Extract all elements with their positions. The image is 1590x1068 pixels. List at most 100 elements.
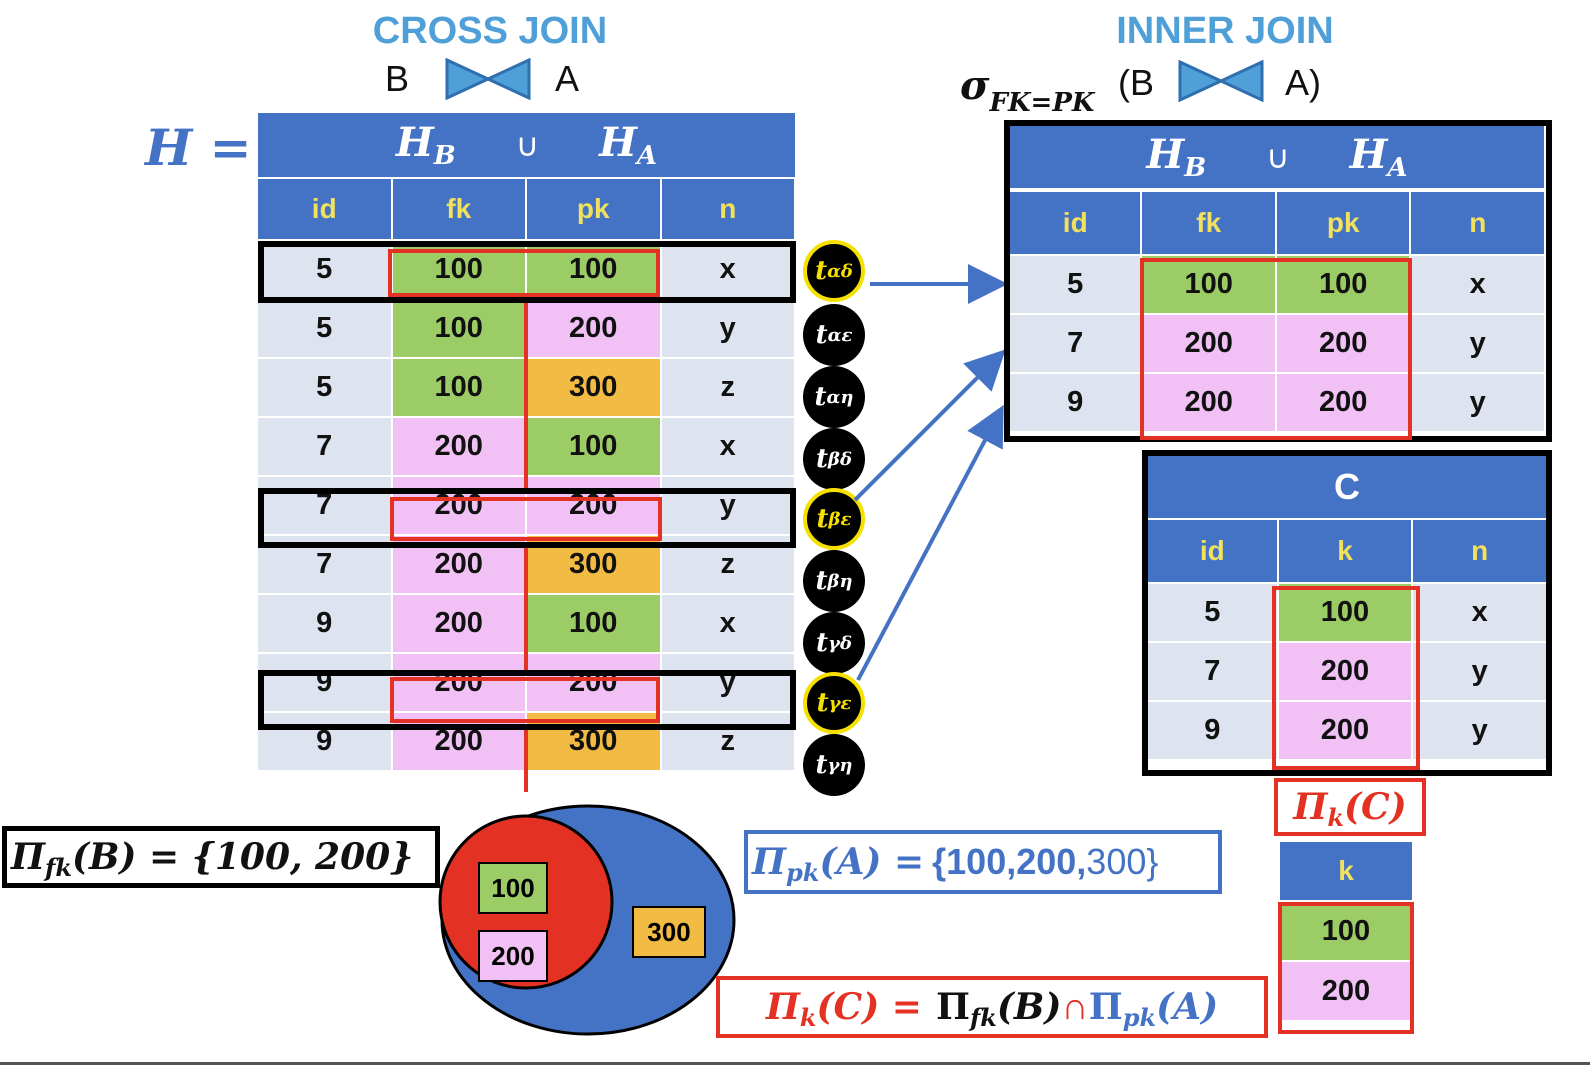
table-cell: 5 [1007, 254, 1143, 315]
table-cell: 7 [1146, 641, 1279, 702]
bowtie-join-icon [1178, 60, 1264, 102]
table-cell: 200 [1276, 641, 1414, 702]
tuple-label: t αε [803, 304, 865, 366]
table-cell: 100 [1140, 254, 1277, 315]
k-projection-table: k 100 200 [1278, 840, 1414, 1022]
bottom-divider [0, 1062, 1590, 1065]
table-cell: x [659, 416, 796, 477]
c-k-column-box [1272, 586, 1420, 770]
c-table: id k n 5 100 x 7 200 y 9 200 y [1146, 518, 1548, 761]
table-cell: x [1411, 582, 1548, 643]
table-row: 5 100 100 x [1007, 254, 1546, 315]
ha-label: HA [599, 119, 658, 171]
table-cell: 200 [390, 593, 527, 654]
tuple-label: t αη [803, 366, 865, 428]
table-cell: 200 [1140, 313, 1277, 374]
table-cell: y [1409, 372, 1546, 433]
table-cell: 200 [390, 652, 527, 713]
table-cell: 9 [256, 593, 393, 654]
fk-pk-divider [524, 548, 528, 670]
table-row: 9 200 100 x [256, 593, 796, 654]
column-header-row: id fk pk n [1007, 190, 1546, 256]
venn-value-chip: 300 [632, 906, 706, 958]
table-cell: 7 [1007, 313, 1143, 374]
fk-pk-equal-box [390, 497, 662, 541]
table-row: 100 [1278, 900, 1414, 962]
table-cell: 5 [1146, 582, 1279, 643]
table-cell: 200 [1274, 313, 1412, 374]
column-header: id [1146, 518, 1279, 584]
table-row: 9 200 200 y [256, 652, 796, 713]
tuple-label: t γδ [803, 612, 865, 674]
table-cell: 200 [525, 298, 662, 359]
table-cell: 100 [1276, 582, 1414, 643]
column-header: n [1409, 190, 1546, 256]
inner-join-expression: σFK=PK [960, 62, 1095, 118]
table-cell: 7 [256, 475, 393, 536]
bowtie-join-icon [445, 58, 531, 100]
table-cell: 100 [390, 357, 527, 418]
column-header-row: k [1278, 840, 1414, 902]
table-cell: 200 [1276, 700, 1414, 761]
table-cell: 9 [256, 711, 393, 772]
sigma-subscript: FK=PK [989, 88, 1095, 118]
arrow-to-inner-row-3 [856, 404, 1004, 681]
table-cell: 5 [256, 357, 393, 418]
table-cell: y [1411, 641, 1548, 702]
table-cell: 100 [390, 298, 527, 359]
arrow-to-inner-row-2 [853, 349, 1006, 502]
table-cell: 100 [525, 593, 662, 654]
table-cell: 100 [525, 416, 662, 477]
table-cell: 7 [256, 416, 393, 477]
match-row-highlight [258, 488, 796, 548]
h-label: H = [145, 118, 252, 177]
fk-pk-equal-box [388, 249, 660, 297]
column-header-row: id k n [1146, 518, 1548, 584]
table-cell: y [659, 652, 796, 713]
hb-label: HB [395, 119, 456, 171]
column-header: pk [525, 177, 662, 241]
column-header: k [1278, 840, 1414, 902]
table-cell: y [659, 298, 796, 359]
table-row: 5 100 x [1146, 582, 1548, 643]
sigma-symbol: σ [960, 62, 990, 109]
tuple-label: t γη [803, 734, 865, 796]
union-symbol: ∪ [515, 126, 540, 164]
table-cell: 200 [1274, 372, 1412, 433]
table-row: 7 200 y [1146, 641, 1548, 702]
table-cell: z [659, 357, 796, 418]
c-table-header: C [1148, 456, 1546, 518]
table-cell: 300 [525, 357, 662, 418]
fk-pk-divider [524, 730, 528, 792]
tuple-label: t βη [803, 550, 865, 612]
table-cell: y [1409, 313, 1546, 374]
tuple-label: t βδ [803, 428, 865, 490]
table-row: 5 100 200 y [256, 298, 796, 359]
table-row: 7 200 200 y [1007, 313, 1546, 374]
inner-join-title: INNER JOIN [1116, 10, 1334, 52]
inner-fk-pk-box [1140, 258, 1412, 440]
table-cell: 9 [1146, 700, 1279, 761]
cross-join-left-operand: B [385, 58, 410, 99]
table-cell: 100 [1278, 900, 1414, 962]
table-cell: 200 [1278, 960, 1414, 1022]
cross-join-title: CROSS JOIN [372, 10, 608, 52]
match-row-highlight [258, 670, 796, 730]
c-table-frame [1142, 450, 1552, 776]
cross-join-right-operand: A [555, 58, 580, 99]
table-cell: z [659, 711, 796, 772]
table-cell: 200 [525, 652, 662, 713]
inner-join-right-operand: A) [1285, 62, 1321, 103]
ha-label: HA [1349, 131, 1408, 183]
column-header: n [1411, 518, 1548, 584]
table-row: 9 200 200 y [1007, 372, 1546, 433]
tuple-label: t γε [803, 672, 865, 734]
tuple-label: t αδ [803, 240, 865, 302]
table-row: 7 200 100 x [256, 416, 796, 477]
match-row-highlight [258, 241, 796, 303]
table-cell: 200 [525, 475, 662, 536]
cross-table-header: HB ∪ HA [258, 113, 795, 177]
fk-pk-divider [524, 303, 528, 488]
